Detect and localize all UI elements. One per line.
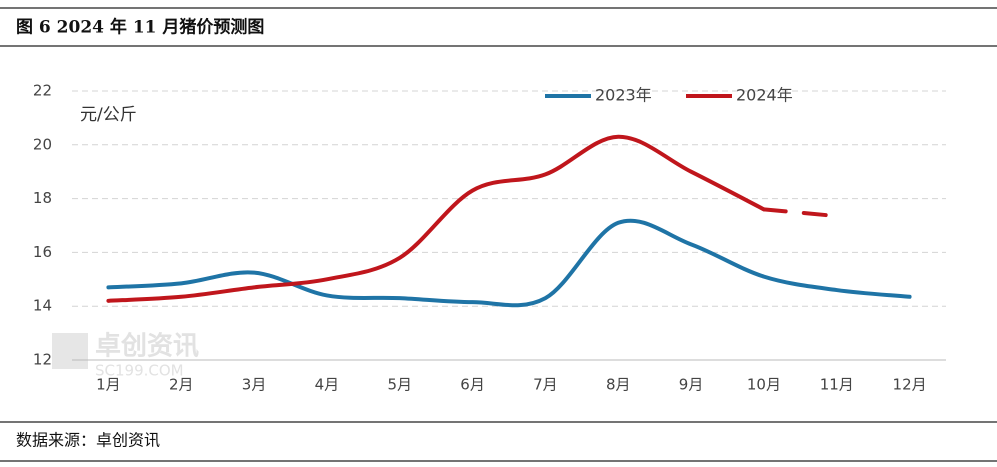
y-axis-label: 元/公斤 [80, 105, 137, 125]
legend-label: 2023年 [595, 86, 652, 105]
x-tick-label: 11月 [820, 376, 854, 394]
line [761, 207, 839, 219]
watermark-logo [52, 333, 88, 369]
x-tick-label: 4月 [315, 376, 340, 394]
x-tick-label: 9月 [679, 376, 704, 394]
line [106, 218, 912, 308]
x-tick-label: 10月 [747, 376, 781, 394]
source: 数据来源：卓创资讯 [16, 431, 160, 450]
x-tick-label: 8月 [606, 376, 631, 394]
x-tick-label: 1月 [96, 376, 121, 394]
watermark-sub: SC199.COM [95, 362, 184, 380]
x-tick-label: 7月 [533, 376, 558, 394]
y-tick-label: 22 [33, 82, 52, 100]
y-tick-label: 20 [33, 135, 52, 153]
x-tick-label: 12月 [893, 376, 927, 394]
x-tick-label: 3月 [242, 376, 267, 394]
y-tick-label: 18 [33, 189, 52, 207]
y-tick-label: 14 [33, 297, 52, 315]
y-tick-label: 16 [33, 243, 52, 261]
x-tick-label: 5月 [387, 376, 412, 394]
chart-title: 图 6 2024 年 11 月猪价预测图 [16, 17, 264, 38]
x-tick-label: 2月 [169, 376, 194, 394]
legend-label: 2024年 [736, 86, 793, 105]
line [106, 134, 766, 303]
y-tick-label: 12 [33, 351, 52, 369]
x-tick-label: 6月 [460, 376, 485, 394]
watermark: 卓创资讯 [95, 332, 199, 362]
